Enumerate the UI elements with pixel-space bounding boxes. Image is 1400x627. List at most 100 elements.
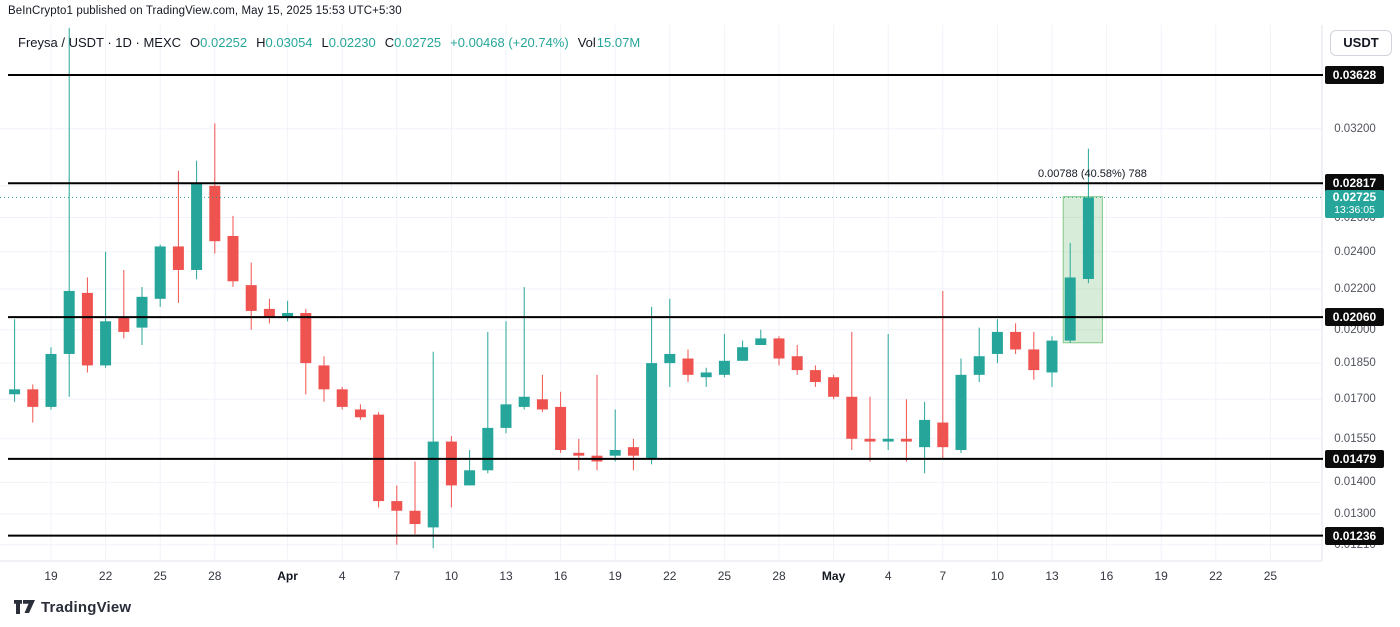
current-price-badge: 0.02725 13:36:05 xyxy=(1325,190,1384,219)
candle-body-Mar-30 xyxy=(245,285,257,311)
candle-body-May-7 xyxy=(937,422,949,448)
candle-body-Mar-29 xyxy=(227,236,239,282)
candle-body-Apr-1 xyxy=(282,312,294,318)
candle-body-Apr-20 xyxy=(627,447,639,456)
time-axis-label-25-39: 25 xyxy=(717,569,732,583)
candle-body-Apr-10 xyxy=(445,441,457,486)
price-axis-label-0.02400: 0.02400 xyxy=(1334,245,1376,258)
candle-body-Apr-29 xyxy=(791,356,803,371)
candle-body-May-2 xyxy=(846,396,858,439)
candle-body-May-3 xyxy=(864,438,876,442)
time-axis-label-28-11: 28 xyxy=(208,569,222,583)
candle-body-Apr-25 xyxy=(718,360,730,375)
bar-countdown: 13:36:05 xyxy=(1334,204,1375,217)
candle-body-Apr-26 xyxy=(737,347,749,361)
time-axis-label-7-51: 7 xyxy=(939,569,947,583)
candle-body-Apr-15 xyxy=(536,399,548,410)
time-axis-label-22-36: 22 xyxy=(663,569,677,583)
candle-body-Mar-19 xyxy=(45,353,57,407)
current-price-value: 0.02725 xyxy=(1332,190,1377,205)
candle-body-May-8 xyxy=(955,374,967,450)
candle-body-Mar-27 xyxy=(191,182,203,270)
price-range-measurement-label[interactable]: 0.00788 (40.58%) 788 xyxy=(1038,168,1147,180)
candle-body-Mar-31 xyxy=(263,308,275,318)
candle-body-May-4 xyxy=(882,438,894,442)
legend-o-value: 0.02252 xyxy=(200,35,248,50)
price-axis-label-0.01850: 0.01850 xyxy=(1334,357,1376,370)
price-level-badge-0.02060: 0.02060 xyxy=(1325,308,1384,327)
time-axis-label-10-54: 10 xyxy=(990,569,1005,583)
candle-body-Apr-4 xyxy=(336,389,348,407)
time-axis-label-16-60: 16 xyxy=(1099,569,1114,583)
candle-body-Mar-25 xyxy=(154,246,166,299)
candle-body-May-1 xyxy=(828,377,840,397)
price-axis-label-0.01400: 0.01400 xyxy=(1334,476,1376,489)
candle-body-Mar-24 xyxy=(136,296,148,328)
candle-body-Apr-11 xyxy=(464,470,476,486)
candle-body-Apr-30 xyxy=(809,370,821,383)
time-axis-label-19-33: 19 xyxy=(608,569,622,583)
candle-body-Apr-21 xyxy=(646,363,658,459)
legend-l-value: 0.02230 xyxy=(328,35,376,50)
price-axis-label-0.03200: 0.03200 xyxy=(1334,122,1376,135)
legend-l-label: L xyxy=(321,35,329,50)
candle-body-Mar-23 xyxy=(118,317,130,332)
candle-body-Mar-17 xyxy=(9,389,21,395)
price-level-badge-0.01479: 0.01479 xyxy=(1325,449,1384,468)
price-axis-label-0.01550: 0.01550 xyxy=(1334,432,1376,445)
tradingview-wordmark: TradingView xyxy=(41,599,132,616)
candle-body-Apr-12 xyxy=(482,427,494,471)
time-axis-label-22-66: 22 xyxy=(1209,569,1223,583)
price-axis-label-0.02200: 0.02200 xyxy=(1334,282,1376,295)
candle-body-Mar-26 xyxy=(172,246,184,270)
candle-body-Mar-28 xyxy=(209,185,221,242)
candle-body-Apr-7 xyxy=(391,501,403,511)
time-axis-label-16-30: 16 xyxy=(553,569,568,583)
candle-body-Apr-22 xyxy=(664,353,676,364)
time-axis-label-4-48: 4 xyxy=(884,569,892,583)
time-axis-label-Apr-15: Apr xyxy=(277,569,298,583)
symbol-title[interactable]: Freysa / USDT · 1D · MEXC xyxy=(18,35,182,50)
time-axis-label-May-45: May xyxy=(821,569,846,583)
candle-body-Mar-20 xyxy=(63,290,75,354)
candle-body-May-9 xyxy=(973,356,985,375)
legend-l-segment: L0.02230 xyxy=(322,35,376,50)
candle-body-Apr-24 xyxy=(700,372,712,378)
candle-body-Apr-3 xyxy=(318,365,330,390)
candle-body-Apr-17 xyxy=(573,452,585,456)
candle-body-Apr-9 xyxy=(427,441,439,528)
legend-o-label: O xyxy=(190,35,201,50)
candle-body-Apr-8 xyxy=(409,510,421,525)
legend-ohlc: O0.02252 H0.03054 L0.02230 C0.02725 xyxy=(190,35,441,50)
time-axis-label-13-27: 13 xyxy=(499,569,513,583)
legend-change: +0.00468 (+20.74%) xyxy=(450,35,569,50)
candle-body-May-6 xyxy=(919,419,931,448)
candle-body-Apr-2 xyxy=(300,312,312,364)
candle-body-May-13 xyxy=(1046,340,1058,373)
candle-body-Apr-16 xyxy=(555,406,567,450)
tradingview-logo-icon xyxy=(14,600,35,614)
time-axis-label-25-8: 25 xyxy=(153,569,167,583)
price-axis-label-0.02000: 0.02000 xyxy=(1334,323,1376,336)
time-axis-label-4-18: 4 xyxy=(338,569,346,583)
candle-body-Apr-28 xyxy=(773,338,785,359)
candle-body-Mar-22 xyxy=(100,321,112,366)
candle-body-Apr-13 xyxy=(500,404,512,428)
candle-body-May-10 xyxy=(991,331,1003,354)
tradingview-logo[interactable]: TradingView xyxy=(14,599,131,616)
attribution-text: BeInCrypto1 published on TradingView.com… xyxy=(8,5,402,17)
price-level-badge-0.02817: 0.02817 xyxy=(1325,174,1384,193)
legend-volume-value: 15.07M xyxy=(596,35,641,50)
legend-volume-label: Vol xyxy=(577,35,596,50)
time-axis-label-19-2: 19 xyxy=(44,569,58,583)
candle-body-Apr-5 xyxy=(354,409,366,418)
time-axis-label-19-63: 19 xyxy=(1154,569,1168,583)
candle-body-Apr-14 xyxy=(518,396,530,407)
legend-c-value: 0.02725 xyxy=(394,35,442,50)
candle-body-Apr-27 xyxy=(755,338,767,345)
candle-body-Mar-18 xyxy=(27,389,39,407)
candle-body-May-15 xyxy=(1082,197,1094,279)
currency-toggle-button[interactable]: USDT xyxy=(1330,30,1392,56)
